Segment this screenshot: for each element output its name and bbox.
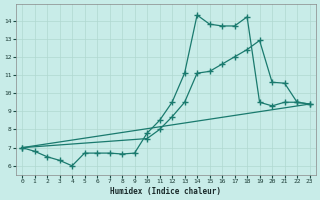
X-axis label: Humidex (Indice chaleur): Humidex (Indice chaleur): [110, 187, 221, 196]
